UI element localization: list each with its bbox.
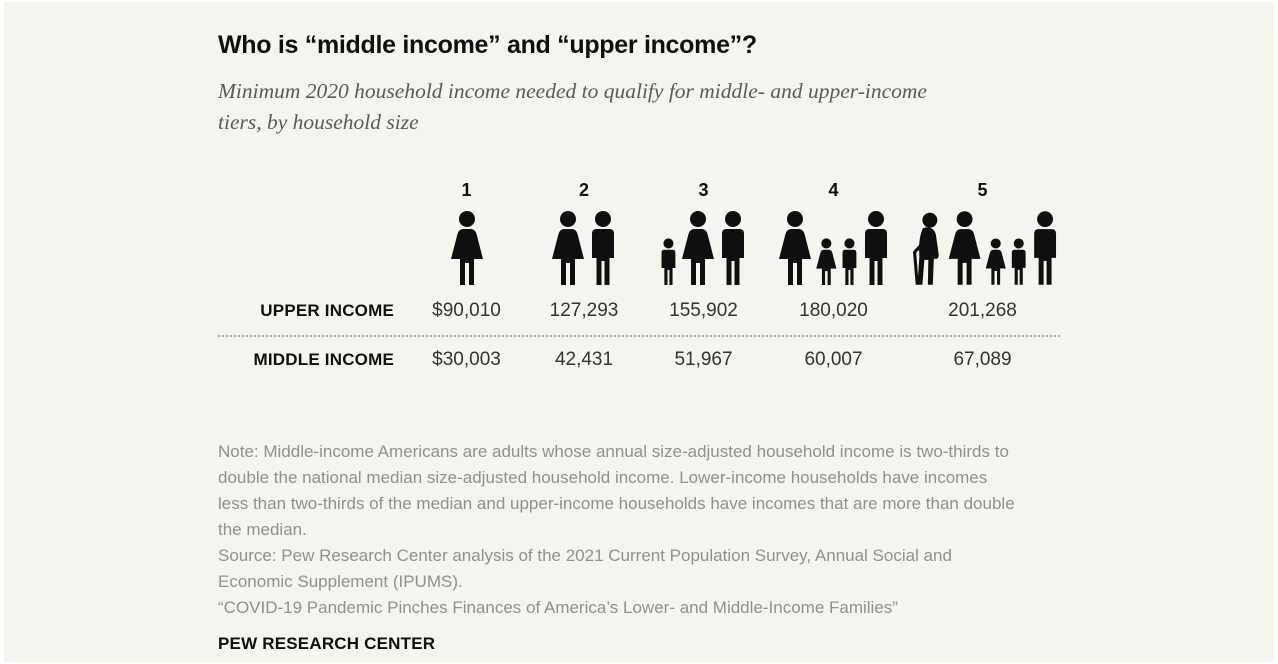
woman-icon (552, 210, 584, 285)
income-value: 127,293 (523, 285, 645, 335)
single-woman-icon (450, 210, 483, 285)
subtitle: Minimum 2020 household income needed to … (218, 79, 927, 135)
row-label-upper-income: UPPER INCOME (218, 286, 410, 333)
woman-icon (682, 210, 714, 285)
icons-row-spacer (218, 207, 410, 285)
couple-icon (552, 210, 614, 285)
elderly-icon (912, 212, 939, 285)
source-text: Source: Pew Research Center analysis of … (218, 545, 952, 591)
man-icon (864, 210, 887, 285)
boy-icon (842, 238, 856, 285)
infographic-content: Who is “middle income” and “upper income… (4, 2, 1274, 654)
brand-footer: PEW RESEARCH CENTER (218, 633, 436, 653)
household-icon-cell (762, 207, 905, 285)
man-icon (592, 210, 614, 285)
man-icon (722, 210, 744, 285)
income-value-text: 180,020 (799, 299, 868, 321)
woman-icon (948, 211, 981, 285)
woman-icon (778, 210, 811, 285)
household-icon-cell (410, 207, 523, 285)
income-value-text: 60,007 (804, 348, 863, 370)
income-value-text: 42,431 (554, 348, 614, 370)
income-value: 60,007 (762, 337, 905, 385)
income-value: 42,431 (523, 337, 645, 385)
row-label-middle-income: MIDDLE INCOME (218, 338, 410, 383)
income-value: 201,268 (905, 285, 1060, 335)
dotted-divider (218, 334, 1060, 337)
note-text: Note: Middle-income Americans are adults… (218, 441, 1015, 539)
footnotes: Note: Middle-income Americans are adults… (218, 439, 1018, 621)
household-icon-cell (645, 207, 762, 285)
income-value-text: 201,268 (948, 299, 1017, 321)
household-icon-cell (905, 207, 1060, 285)
income-value-text: $30,003 (432, 348, 501, 370)
family-of-three-icon (661, 210, 744, 285)
boy-icon (1011, 238, 1026, 285)
income-value: 180,020 (762, 285, 905, 335)
row-label-text: MIDDLE INCOME (253, 349, 394, 369)
boy-icon (661, 238, 676, 285)
household-size-label: 3 (698, 180, 709, 201)
income-value: 155,902 (645, 285, 762, 335)
income-value-text: 67,089 (953, 348, 1012, 370)
income-value: 51,967 (645, 337, 762, 385)
income-value-text: 51,967 (674, 348, 733, 370)
income-value-text: 127,293 (549, 299, 619, 321)
woman-icon (450, 210, 483, 285)
man-icon (1034, 211, 1057, 285)
income-value-text: $90,010 (432, 299, 501, 321)
income-value: $90,010 (410, 285, 523, 335)
citation-text: “COVID-19 Pandemic Pinches Finances of A… (218, 597, 898, 617)
income-value: $30,003 (410, 337, 523, 385)
income-value-text: 155,902 (669, 299, 738, 321)
girl-icon (815, 238, 836, 285)
family-of-five-icon (912, 211, 1057, 285)
income-value: 67,089 (905, 337, 1060, 385)
income-table: 1 2 3 4 5 UPPER INCOME $90,010 127,293 155,902 18… (218, 180, 1060, 384)
family-of-four-icon (778, 210, 887, 285)
household-size-label: 1 (461, 180, 472, 201)
household-size-label: 4 (828, 180, 839, 201)
household-size-label: 2 (578, 180, 589, 201)
income-grid: 1 2 3 4 5 UPPER INCOME $90,010 127,293 155,902 18… (218, 180, 1060, 384)
row-label-text: UPPER INCOME (260, 301, 394, 321)
household-size-label: 5 (977, 180, 988, 201)
girl-icon (985, 238, 1006, 285)
household-icon-cell (523, 207, 645, 285)
page-title: Who is “middle income” and “upper income… (218, 31, 757, 59)
